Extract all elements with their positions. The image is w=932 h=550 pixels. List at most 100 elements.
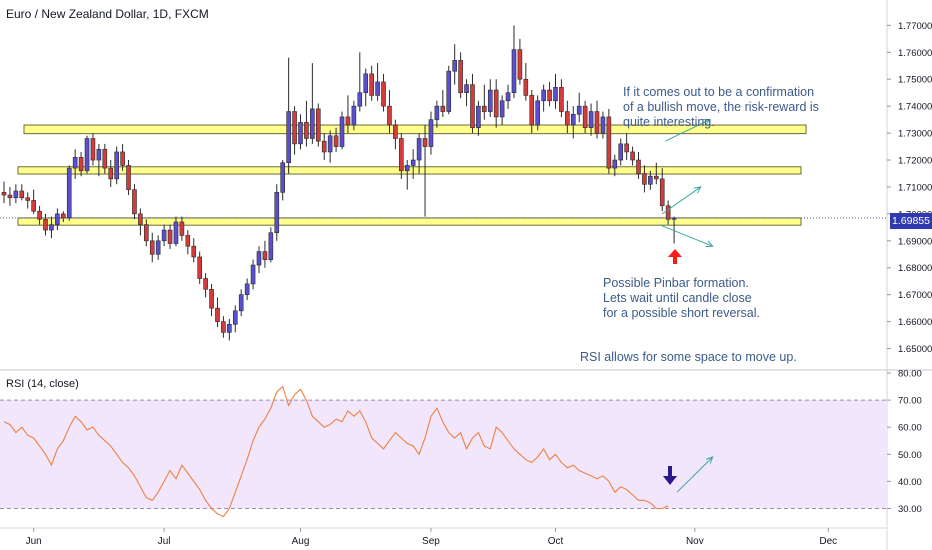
candle [416, 133, 422, 174]
candle-body [600, 116, 606, 134]
candle-body [535, 100, 541, 126]
candle [244, 278, 250, 301]
candle-body [37, 210, 42, 220]
note-line: If it comes out to be a confirmation [623, 85, 815, 99]
arrow-shaft [659, 224, 713, 247]
candle [570, 106, 576, 139]
candle-body [630, 151, 635, 161]
candle-body [576, 105, 582, 115]
candle-body [173, 221, 179, 244]
candle [126, 160, 131, 196]
candle-body [339, 116, 345, 147]
candle-body [648, 175, 653, 185]
note-risk-reward: If it comes out to be a confirmation of … [623, 85, 819, 130]
candle [339, 111, 345, 150]
candle [286, 57, 291, 174]
candle-body [452, 60, 457, 72]
candle-body [659, 178, 665, 207]
candle [161, 224, 167, 247]
rsi-tick-label: 50.00 [898, 450, 922, 461]
candle-body [298, 122, 303, 145]
candle [642, 165, 647, 193]
candle [37, 205, 42, 225]
arrow-head [705, 240, 714, 248]
candle [369, 65, 374, 101]
rsi-line [3, 385, 669, 518]
candle-body [1, 192, 7, 196]
candle [659, 168, 665, 212]
note-line: Possible Pinbar formation. [603, 276, 749, 290]
time-tick-label: Sep [422, 536, 440, 547]
candle [321, 133, 327, 161]
price-tick-label: 1.66000 [898, 317, 932, 328]
candle [387, 90, 392, 134]
candle-body [155, 240, 161, 255]
candle [292, 106, 297, 155]
price-tick-label: 1.76000 [898, 48, 932, 59]
candle [327, 130, 333, 163]
candle [464, 79, 469, 107]
candle [624, 133, 629, 161]
note-line: Lets wait until candle close [603, 291, 752, 305]
note-line: for a possible short reversal. [603, 306, 761, 320]
candle-body [470, 84, 475, 129]
candle-body [665, 205, 671, 220]
pinbar-up-arrow-icon [668, 249, 682, 264]
candle-body [653, 175, 659, 180]
candle [250, 259, 256, 290]
candle [19, 184, 25, 201]
candle-body [149, 240, 155, 255]
candle [138, 208, 143, 236]
candle [96, 143, 102, 177]
candle-body [529, 95, 535, 126]
candle [173, 216, 179, 247]
candle [547, 81, 552, 107]
candle-body [43, 218, 48, 231]
candle [446, 65, 452, 115]
candle-body [410, 159, 416, 166]
price-tick-label: 1.74000 [898, 102, 932, 113]
candle [671, 216, 677, 244]
candle-body [13, 190, 19, 199]
candle-body [126, 165, 131, 190]
candle-body [636, 159, 641, 174]
candle [381, 73, 386, 112]
candle-body [268, 232, 274, 260]
candle-body [66, 167, 72, 219]
candle [132, 184, 137, 220]
rsi-tick-label: 40.00 [898, 477, 922, 488]
candle-body [96, 148, 102, 161]
candle [49, 216, 54, 239]
candle-body [120, 151, 125, 166]
note-rsi: RSI allows for some space to move up. [580, 350, 797, 364]
arrow-head [693, 186, 702, 194]
candle [422, 125, 428, 217]
candle-body [78, 157, 84, 172]
candle-body [541, 89, 546, 102]
candle [535, 95, 541, 131]
candle [393, 119, 398, 150]
candle [197, 251, 202, 284]
candle [31, 189, 36, 214]
candle-body [327, 135, 333, 153]
candle-body [238, 294, 244, 312]
time-tick-label: Jul [158, 536, 171, 547]
candle-body [428, 119, 434, 147]
candle [458, 52, 463, 99]
candle-body [108, 167, 114, 180]
candle [1, 181, 7, 204]
candle-body [499, 100, 505, 118]
candle [298, 114, 303, 150]
candle-body [185, 235, 191, 247]
candle [582, 100, 588, 134]
candle-body [523, 78, 529, 96]
candle [315, 103, 321, 147]
candle [108, 160, 114, 187]
candle [227, 318, 232, 341]
candle [13, 184, 19, 204]
candle-body [422, 138, 428, 147]
candle [523, 63, 529, 101]
candle [232, 305, 238, 333]
candle-body [19, 190, 25, 199]
candle [120, 143, 125, 171]
